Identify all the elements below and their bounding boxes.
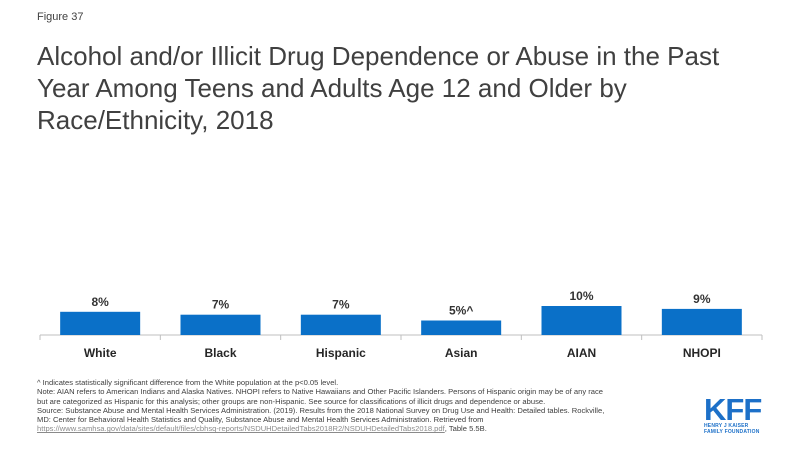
category-label-black: Black	[204, 346, 236, 360]
data-label-aian: 10%	[569, 289, 593, 303]
bar-hispanic	[300, 314, 381, 335]
bar-asian	[421, 320, 502, 335]
note-line-1: Note: AIAN refers to American Indians an…	[37, 387, 603, 397]
bar-white	[60, 311, 141, 335]
bar-chart: 8% White 7% Black 7% Hispanic 5%^ Asian 10% AIAN 9…	[39, 289, 763, 360]
source-line-2: MD: Center for Behavioral Health Statist…	[37, 415, 484, 425]
data-label-white: 8%	[91, 295, 109, 309]
source-line-3: https://www.samhsa.gov/data/sites/defaul…	[37, 424, 697, 433]
data-label-nhopi: 9%	[693, 292, 711, 306]
source-line-1: Source: Substance Abuse and Mental Healt…	[37, 405, 605, 415]
note-line-2: but are categorized as Hispanic for this…	[37, 396, 546, 406]
data-label-black: 7%	[212, 298, 230, 312]
figure-label: Figure 37	[37, 11, 84, 23]
chart-notes: ^ Indicates statistically significant di…	[37, 378, 697, 434]
data-label-asian: 5%^	[449, 304, 473, 318]
kff-logo: KFF HENRY J KAISER FAMILY FOUNDATION	[704, 392, 770, 436]
bar-nhopi	[661, 308, 742, 335]
category-label-asian: Asian	[445, 346, 478, 360]
bar-black	[180, 314, 261, 335]
logo-line-1: HENRY J KAISER	[704, 423, 749, 429]
bar-aian	[541, 306, 622, 335]
category-label-aian: AIAN	[567, 346, 596, 360]
category-label-nhopi: NHOPI	[683, 346, 721, 360]
source-link[interactable]: https://www.samhsa.gov/data/sites/defaul…	[37, 424, 445, 434]
category-label-hispanic: Hispanic	[316, 346, 366, 360]
data-label-hispanic: 7%	[332, 298, 350, 312]
chart-title: Alcohol and/or Illicit Drug Dependence o…	[37, 41, 720, 135]
logo-mark: KFF	[704, 392, 762, 427]
category-label-white: White	[84, 346, 117, 360]
logo-line-2: FAMILY FOUNDATION	[704, 428, 760, 435]
significance-note: ^ Indicates statistically significant di…	[37, 378, 339, 387]
source-link-suffix: , Table 5.5B.	[444, 424, 487, 434]
